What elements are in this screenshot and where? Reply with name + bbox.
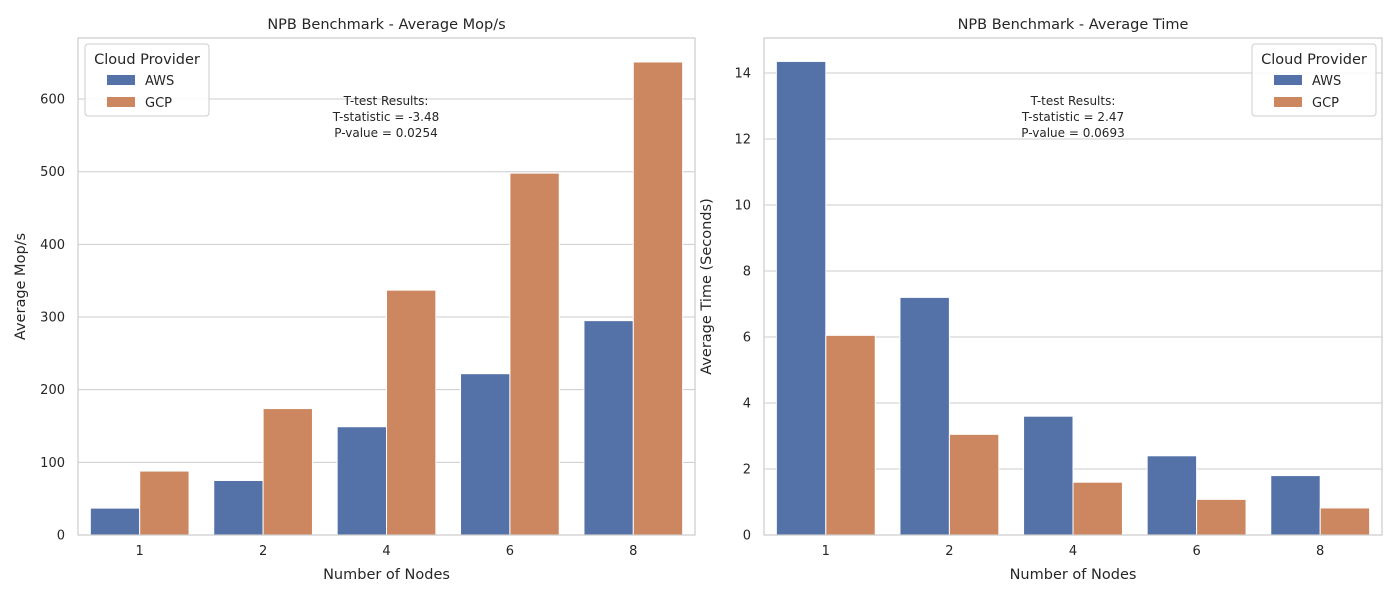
time-y-tick-label: 4	[743, 396, 751, 411]
time-ttest-annotation: T-test Results: T-statistic = 2.47 P-value…	[1021, 94, 1125, 140]
time-annotation-line: P-value = 0.0693	[1021, 126, 1124, 140]
mops-plot-frame	[77, 37, 696, 536]
time-legend-swatch-gcp	[1274, 97, 1302, 107]
mops-y-tick-label: 600	[40, 93, 65, 108]
time-bar-aws-2	[899, 296, 950, 536]
mops-legend-swatch-gcp	[107, 97, 135, 107]
time-chart-title: NPB Benchmark - Average Time	[958, 17, 1189, 33]
time-bar-aws-1	[775, 60, 827, 536]
mops-bar-aws-6	[460, 373, 511, 536]
time-x-tick-label: 2	[945, 544, 953, 559]
mops-legend-title: Cloud Provider	[94, 52, 200, 68]
time-x-axis-label: Number of Nodes	[1010, 567, 1137, 583]
mops-bar-aws-2	[213, 480, 264, 536]
mops-annotation-line: T-statistic = -3.48	[332, 110, 440, 124]
mops-x-tick-label: 4	[382, 544, 390, 559]
time-x-tick-label: 1	[822, 544, 830, 559]
mops-legend-label-gcp: GCP	[145, 96, 172, 111]
mops-annotation-line: P-value = 0.0254	[334, 126, 437, 140]
mops-x-tick-label: 1	[136, 544, 144, 559]
mops-ttest-annotation: T-test Results: T-statistic = -3.48 P-valu…	[332, 94, 440, 140]
mops-x-tick-label: 2	[259, 544, 267, 559]
time-x-tick-label: 6	[1192, 544, 1200, 559]
time-y-tick-label: 2	[743, 462, 751, 477]
mops-y-tick-label: 300	[40, 311, 65, 326]
mops-y-tick-label: 200	[40, 383, 65, 398]
time-bar-gcp-1	[825, 334, 876, 536]
mops-bar-aws-8	[583, 320, 634, 536]
time-plot-frame	[763, 37, 1383, 536]
time-legend-swatch-aws	[1274, 75, 1302, 85]
mops-bar-gcp-1	[139, 470, 190, 536]
time-bar-gcp-6	[1196, 498, 1247, 536]
mops-x-axis-label: Number of Nodes	[323, 567, 450, 583]
time-legend: Cloud Provider AWS GCP	[1251, 43, 1377, 117]
time-y-tick-label: 8	[743, 264, 751, 279]
mops-bar-gcp-8	[632, 61, 684, 536]
time-bar-gcp-8	[1319, 507, 1371, 536]
mops-legend-swatch-aws	[107, 75, 135, 85]
time-legend-title: Cloud Provider	[1261, 52, 1367, 68]
mops-bar-gcp-6	[509, 172, 560, 536]
time-bar-aws-4	[1023, 415, 1074, 536]
mops-bar-aws-4	[336, 426, 388, 536]
time-y-tick-label: 6	[743, 330, 751, 345]
time-y-tick-label: 12	[734, 132, 751, 147]
time-bar-aws-6	[1146, 455, 1198, 536]
time-x-tick-label: 4	[1069, 544, 1077, 559]
time-annotation-line: T-statistic = 2.47	[1021, 110, 1124, 124]
mops-legend: Cloud Provider AWS GCP	[84, 43, 210, 117]
mops-y-tick-label: 500	[40, 165, 65, 180]
time-y-tick-label: 0	[743, 529, 751, 544]
mops-bar-aws-1	[89, 507, 141, 536]
mops-y-axis-label: Average Mop/s	[13, 233, 29, 340]
time-x-tick-label: 8	[1316, 544, 1324, 559]
time-annotation-line: T-test Results:	[1030, 94, 1116, 108]
mops-x-tick-label: 8	[629, 544, 637, 559]
time-legend-label-aws: AWS	[1312, 74, 1341, 89]
mops-annotation-line: T-test Results:	[343, 94, 429, 108]
mops-bar-gcp-2	[262, 408, 313, 536]
time-y-tick-label: 14	[734, 66, 751, 81]
mops-y-tick-label: 100	[40, 456, 65, 471]
mops-chart-panel: 0 100 200 300 400 500 600 1 2 4 6 8 NPB Benchmark …	[13, 17, 696, 583]
time-bar-aws-8	[1270, 475, 1321, 536]
time-bar-gcp-4	[1072, 481, 1123, 536]
time-legend-label-gcp: GCP	[1312, 96, 1339, 111]
mops-legend-label-aws: AWS	[145, 74, 174, 89]
mops-y-tick-label: 0	[57, 529, 65, 544]
time-bar-gcp-2	[948, 433, 1000, 536]
mops-y-tick-label: 400	[40, 238, 65, 253]
mops-x-tick-label: 6	[506, 544, 514, 559]
time-y-tick-label: 10	[734, 198, 751, 213]
mops-chart-title: NPB Benchmark - Average Mop/s	[267, 17, 505, 33]
mops-bar-gcp-4	[386, 289, 437, 536]
time-y-axis-label: Average Time (Seconds)	[699, 198, 715, 374]
